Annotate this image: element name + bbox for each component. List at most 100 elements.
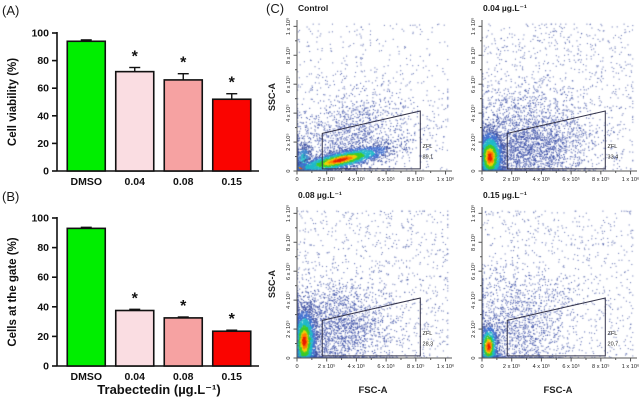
significance-asterisk: * [180, 298, 187, 315]
y-tick-label: 6 x 10⁵ [285, 75, 292, 93]
x-tick-label: 0 [480, 364, 483, 370]
x-tick-label: 6 x 10⁵ [562, 176, 580, 183]
x-axis-title: Trabectedin (µg.L⁻¹) [97, 382, 220, 397]
y-tick-label: 1 x 10⁶ [470, 205, 477, 223]
ssc-a-axis-label-top: SSC-A [267, 83, 277, 112]
y-tick-label: 8 x 10⁵ [285, 233, 292, 251]
gate-percent: 28,3 [423, 341, 434, 347]
y-tick-label: 0 [43, 361, 49, 373]
ssc-a-axis-label-bottom: SSC-A [267, 270, 277, 299]
significance-asterisk: * [132, 290, 139, 307]
y-tick-label: 0 [471, 356, 477, 359]
x-tick-label: 4 x 10⁵ [348, 363, 366, 370]
panel-a-label: (A) [2, 3, 20, 18]
category-label: 0.04 [125, 176, 146, 187]
x-tick-label: 0 [295, 177, 298, 183]
bar-0.15 [211, 330, 252, 367]
y-axis-title: Cell viability (%) [7, 58, 19, 146]
fsc-a-axis-label-right: FSC-A [543, 385, 573, 396]
y-tick-label: 40 [37, 301, 49, 313]
bar-DMSO [66, 40, 107, 172]
significance-asterisk: * [229, 75, 236, 92]
y-tick-label: 1 x 10⁶ [470, 18, 477, 36]
x-tick-label: 4 x 10⁵ [533, 363, 551, 370]
x-tick-label: 2 x 10⁵ [318, 176, 336, 183]
gate-polygon [321, 297, 421, 357]
y-tick-label: 1 x 10⁶ [285, 205, 292, 223]
y-tick-label: 0 [43, 166, 49, 178]
cells-at-gate-bar-chart: 0 20 40 60 80 100 Cells at the gate (%) DMSO * 0.… [7, 213, 259, 397]
gate-polygon [506, 297, 606, 357]
x-tick-label: 0 [295, 364, 298, 370]
y-tick-label: 1 x 10⁶ [285, 18, 292, 36]
flow-axes-overlay: 0 0 2 x 10⁵ 2 x 10⁵ 4 x 10⁵ 4 x 10⁵ 6 x 10⁵ 6 x… [285, 205, 455, 370]
flow-plot-control: Control 0 0 2 x 10⁵ 2 x 10⁵ 4 x 10⁵ 4 x 10⁵ 6 … [265, 0, 455, 184]
x-tick-label: 1 x 10⁶ [437, 176, 455, 183]
y-tick-label: 2 x 10⁵ [285, 320, 292, 338]
y-tick-label: 6 x 10⁵ [470, 75, 477, 93]
bar-0.08 [163, 317, 204, 367]
y-tick-label: 40 [37, 110, 49, 122]
x-tick-label: 2 x 10⁵ [503, 176, 521, 183]
cell-viability-bar-chart: 0 20 40 60 80 100 Cell viability (%) DMSO * 0.04 *… [7, 28, 259, 187]
y-tick-label: 4 x 10⁵ [285, 104, 292, 122]
category-label: 0.15 [222, 176, 243, 187]
bar-0.15 [211, 98, 252, 172]
x-tick-label: 6 x 10⁵ [377, 176, 395, 183]
bar-0.08 [163, 79, 204, 172]
x-tick-label: 4 x 10⁵ [533, 176, 551, 183]
y-tick-label: 0 [286, 356, 292, 359]
flow-axes-overlay: 0 0 2 x 10⁵ 2 x 10⁵ 4 x 10⁵ 4 x 10⁵ 6 x 10⁵ 6 x… [470, 18, 639, 183]
y-tick-label: 0 [471, 169, 477, 172]
category-label: DMSO [71, 371, 103, 383]
x-tick-label: 6 x 10⁵ [377, 363, 395, 370]
y-tick-label: 8 x 10⁵ [470, 233, 477, 251]
y-tick-label: 4 x 10⁵ [470, 104, 477, 122]
flow-plot-015: 0.15 µg.L⁻¹ 0 0 2 x 10⁵ 2 x 10⁵ 4 x 10⁵ 4 x 1… [450, 187, 640, 382]
y-tick-label: 6 x 10⁵ [285, 262, 292, 280]
flow-plot-title: 0.15 µg.L⁻¹ [483, 190, 527, 200]
flow-plot-004: 0.04 µg.L⁻¹ 0 0 2 x 10⁵ 2 x 10⁵ 4 x 10⁵ 4 x 1… [450, 0, 640, 184]
significance-asterisk: * [132, 49, 139, 66]
x-tick-label: 1 x 10⁶ [622, 363, 640, 370]
gate-polygon [506, 110, 606, 170]
panel-c-label: (C) [266, 1, 285, 16]
y-tick-label: 60 [37, 83, 49, 95]
y-tick-label: 100 [31, 28, 49, 40]
y-tick-label: 2 x 10⁵ [470, 133, 477, 151]
x-tick-label: 8 x 10⁵ [407, 363, 425, 370]
y-tick-label: 4 x 10⁵ [285, 291, 292, 309]
x-tick-label: 6 x 10⁵ [562, 363, 580, 370]
y-tick-label: 8 x 10⁵ [470, 46, 477, 64]
category-label: 0.08 [173, 371, 194, 383]
gate-label: ZFL [423, 331, 433, 337]
gate-percent: 20,7 [608, 341, 619, 347]
category-label: DMSO [71, 176, 103, 187]
y-tick-label: 4 x 10⁵ [470, 291, 477, 309]
gate-percent: 33,4 [608, 154, 619, 160]
gate-label: ZFL [608, 144, 618, 150]
x-tick-label: 0 [480, 177, 483, 183]
flow-plot-title: 0.04 µg.L⁻¹ [483, 3, 527, 13]
y-tick-label: 20 [37, 331, 49, 343]
x-tick-label: 8 x 10⁵ [592, 176, 610, 183]
y-tick-label: 0 [286, 169, 292, 172]
flow-axes-overlay: 0 0 2 x 10⁵ 2 x 10⁵ 4 x 10⁵ 4 x 10⁵ 6 x 10⁵ 6 x… [470, 205, 640, 370]
y-tick-label: 100 [31, 213, 49, 225]
gate-label: ZFL [423, 144, 433, 150]
significance-asterisk: * [229, 311, 236, 328]
significance-asterisk: * [180, 55, 187, 72]
y-tick-label: 80 [37, 242, 49, 254]
category-label: 0.15 [222, 371, 243, 383]
y-tick-label: 60 [37, 272, 49, 284]
flow-plot-008: 0.08 µg.L⁻¹ 0 0 2 x 10⁵ 2 x 10⁵ 4 x 10⁵ 4 x 1… [265, 187, 455, 382]
y-tick-label: 2 x 10⁵ [470, 320, 477, 338]
flow-plot-title: Control [298, 3, 329, 13]
category-label: 0.08 [173, 176, 194, 187]
fsc-a-axis-label-left: FSC-A [358, 385, 388, 396]
x-tick-label: 1 x 10⁶ [437, 363, 455, 370]
y-tick-label: 20 [37, 138, 49, 150]
gate-label: ZFL [608, 331, 618, 337]
flow-axes-overlay: 0 0 2 x 10⁵ 2 x 10⁵ 4 x 10⁵ 4 x 10⁵ 6 x 10⁵ 6 x… [285, 18, 455, 183]
